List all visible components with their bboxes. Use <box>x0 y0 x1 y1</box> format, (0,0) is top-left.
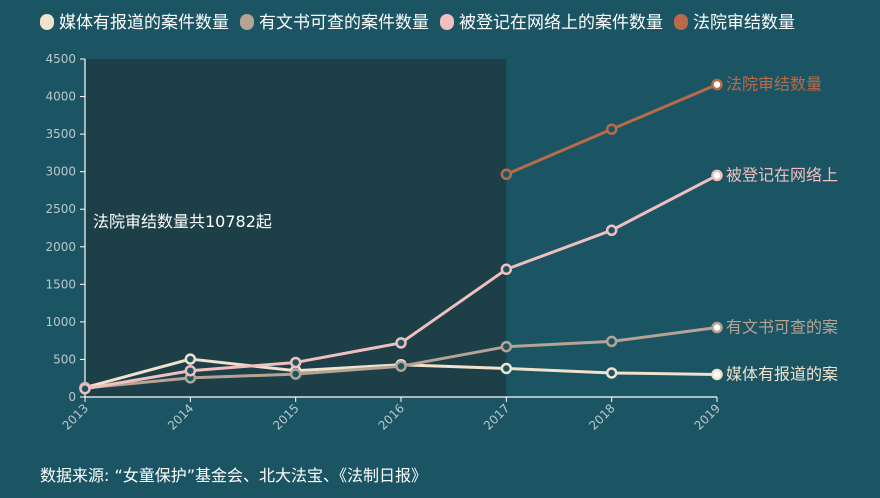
x-tick-label: 2018 <box>586 401 617 432</box>
series-end-label: 媒体有报道的案 <box>726 364 838 383</box>
annotation-shade <box>85 59 507 397</box>
y-tick-label: 4000 <box>45 90 76 104</box>
data-point <box>395 360 407 372</box>
legend-label: 被登记在网络上的案件数量 <box>459 13 663 33</box>
x-tick-label: 2014 <box>165 401 196 432</box>
data-point <box>289 368 302 380</box>
x-tick-label: 2019 <box>692 401 723 432</box>
series-end-label: 被登记在网络上 <box>726 165 838 184</box>
data-point <box>605 367 618 379</box>
annotation-text: 法院审结数量共10782起 <box>93 212 272 231</box>
data-point <box>605 224 618 237</box>
data-point <box>289 356 302 369</box>
source-text: 数据来源: “女童保护”基金会、北大法宝、《法制日报》 <box>40 466 427 485</box>
data-point <box>711 321 723 334</box>
data-point <box>711 169 723 182</box>
y-tick-label: 2500 <box>45 202 76 216</box>
x-tick-label: 2015 <box>270 401 301 432</box>
legend: 媒体有报道的案件数量 有文书可查的案件数量 被登记在网络上的案件数量 法院审结数量 <box>40 13 795 33</box>
annotation-region <box>85 59 507 397</box>
y-tick-label: 1000 <box>45 315 76 329</box>
series-points <box>79 78 723 395</box>
legend-label: 有文书可查的案件数量 <box>259 13 429 33</box>
y-tick-label: 500 <box>53 352 76 366</box>
data-point <box>500 362 513 375</box>
legend-label: 法院审结数量 <box>693 13 795 33</box>
legend-swatch <box>440 14 454 30</box>
data-point <box>79 382 91 395</box>
y-tick-label: 3000 <box>45 165 76 179</box>
data-point <box>500 340 513 353</box>
series-end-label: 法院审结数量 <box>726 75 822 94</box>
data-point <box>711 78 723 91</box>
legend-swatch <box>674 14 688 30</box>
data-point <box>184 364 197 377</box>
data-point <box>500 263 513 276</box>
y-tick-label: 1500 <box>45 277 76 291</box>
legend-swatch <box>240 14 254 30</box>
data-point <box>605 335 618 348</box>
data-point <box>605 123 618 135</box>
x-tick-label: 2013 <box>60 401 91 432</box>
data-point <box>500 168 513 181</box>
data-point <box>395 337 407 349</box>
y-tick-label: 0 <box>68 390 76 404</box>
y-tick-label: 3500 <box>45 127 76 141</box>
data-point <box>711 368 723 381</box>
y-tick-label: 4500 <box>45 52 76 66</box>
legend-swatch <box>40 14 54 30</box>
legend-label: 媒体有报道的案件数量 <box>59 13 229 33</box>
x-tick-label: 2017 <box>481 401 512 432</box>
y-tick-label: 2000 <box>45 240 76 254</box>
series-end-label: 有文书可查的案 <box>726 318 838 337</box>
x-tick-label: 2016 <box>376 401 407 432</box>
data-point <box>184 353 197 365</box>
